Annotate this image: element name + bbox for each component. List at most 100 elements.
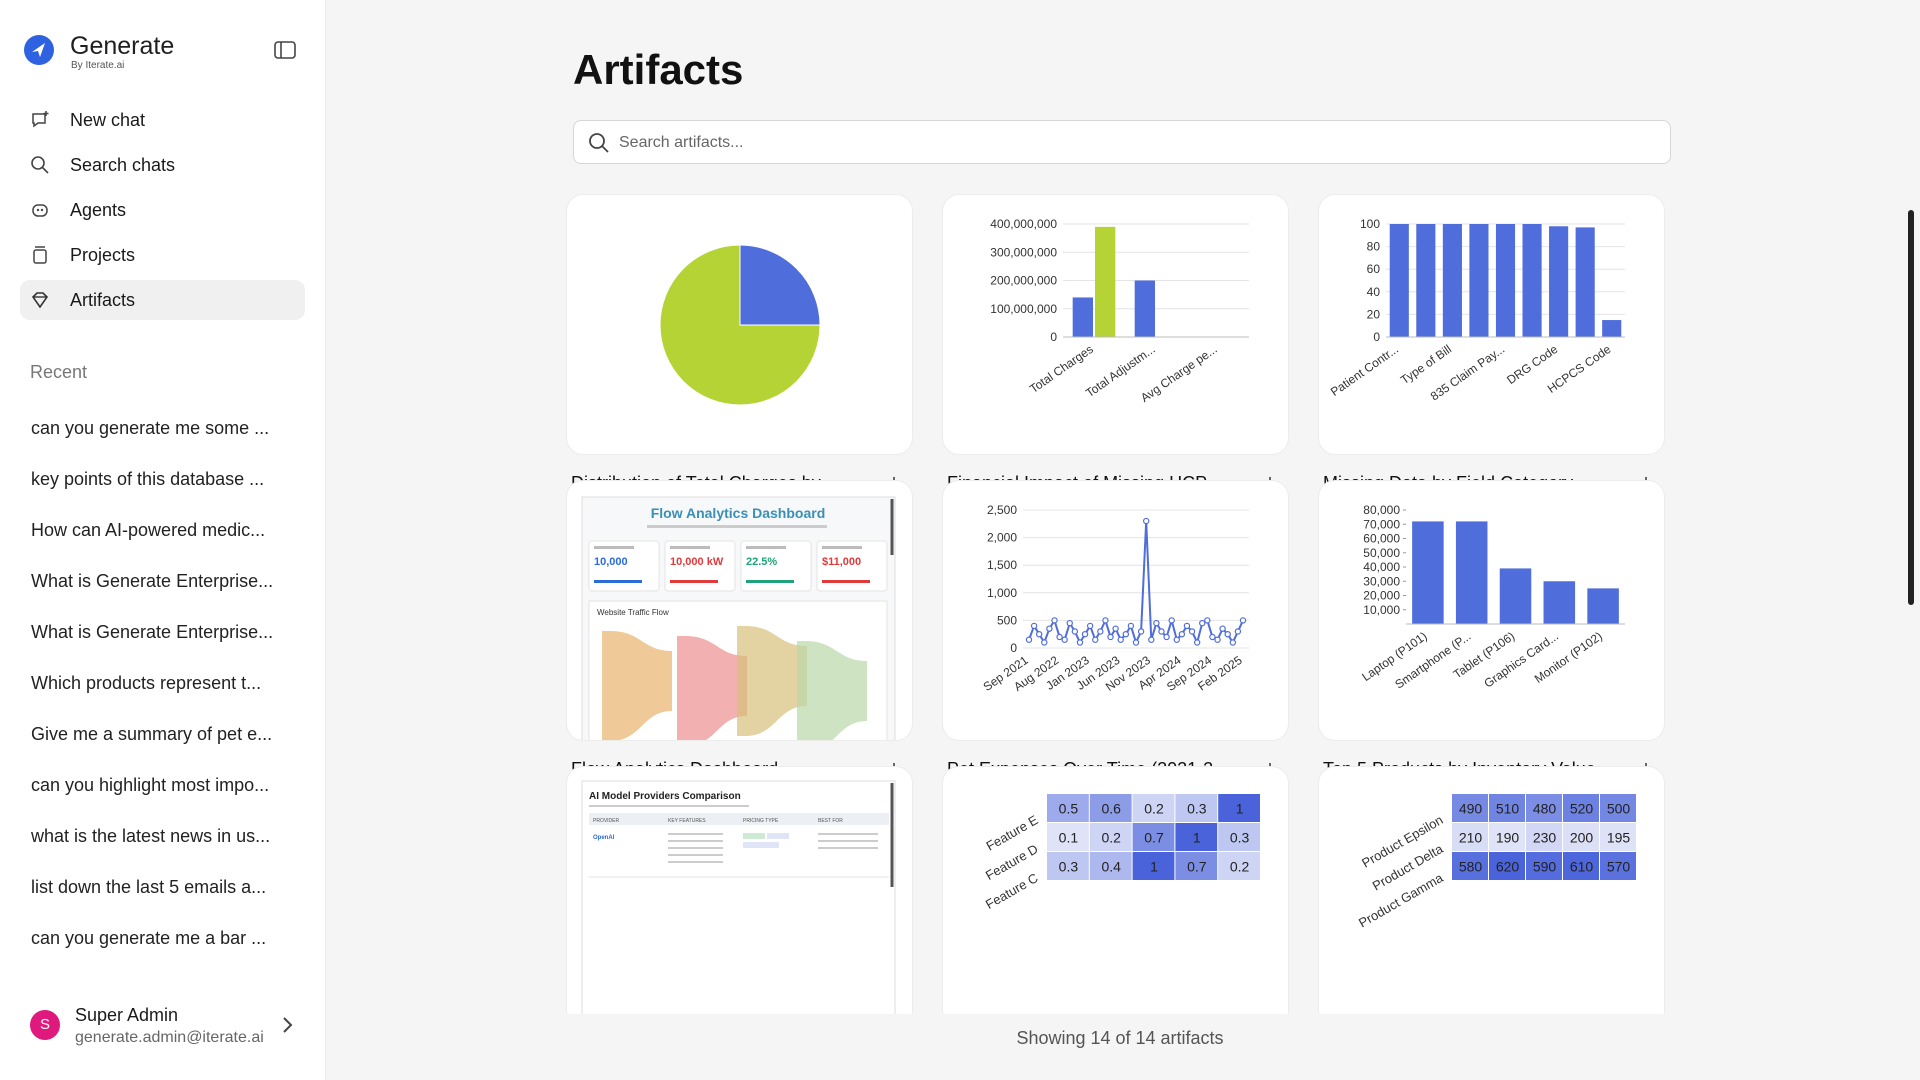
nav-item[interactable]: New chat (20, 100, 305, 140)
heat-cell (1600, 852, 1636, 880)
dash-title: Flow Analytics Dashboard (651, 505, 826, 521)
nav-item[interactable]: Artifacts (20, 280, 305, 320)
line-point (1173, 636, 1180, 643)
recent-item[interactable]: key points of this database ... (31, 469, 265, 489)
y-tick-label: 40,000 (1363, 560, 1400, 574)
user-name[interactable]: Super Admin (75, 1005, 179, 1025)
toggle-sidebar[interactable] (273, 40, 297, 60)
line-point (1030, 622, 1038, 630)
nav-label: Projects (70, 245, 136, 265)
heat-cell (1600, 794, 1636, 822)
page-title: Artifacts (573, 46, 744, 93)
heat-cell (1047, 852, 1089, 880)
y-tick-label: 80 (1367, 240, 1381, 254)
recent-item[interactable]: can you highlight most impo... (31, 775, 270, 795)
recent-item[interactable]: How can AI-powered medic... (31, 520, 266, 540)
artifact-card[interactable]: Flow Analytics Dashboard 10,000 10,000 kW 2… (567, 481, 912, 740)
scrollbar[interactable] (1908, 210, 1914, 605)
flow-band (737, 626, 807, 736)
nav-item[interactable]: Agents (20, 190, 305, 230)
heat-value: 0.4 (1101, 859, 1121, 875)
line-point (1092, 636, 1099, 643)
line-point (1183, 622, 1191, 630)
heat-cell (1047, 823, 1089, 851)
x-tick-label: Patient Contr... (1328, 342, 1401, 399)
line-point (1224, 630, 1231, 638)
flow-band (677, 636, 747, 740)
heat-cell (1218, 852, 1260, 880)
artifact-card[interactable]: 10,000 20,000 30,000 40,000 50,000 60,000 70,0… (1319, 481, 1664, 740)
recent-item[interactable]: Which products represent t... (31, 673, 262, 693)
heat-cell (1132, 823, 1175, 851)
nav-icon (32, 111, 49, 128)
artifact-card[interactable]: 0 20 40 60 80 100 Patient Contr... Type of Bill… (1319, 195, 1664, 454)
heat-cell (1175, 852, 1218, 880)
line-point (1066, 619, 1073, 627)
table-line (668, 847, 723, 849)
table-line (668, 861, 723, 863)
heat-value: 1 (1193, 830, 1201, 846)
heat-value: 580 (1459, 859, 1483, 875)
artifact-card[interactable]: 0.5 0.6 0.2 0.3 1 Feature E 0.1 0.2 0.7 1 0.3 Featu… (943, 767, 1288, 1014)
bar (1072, 297, 1093, 337)
heat-cell (1047, 794, 1089, 822)
recent-item[interactable]: can you generate me some ... (31, 418, 270, 438)
thumbnail: 0 100,000,000 200,000,000 300,000,000 400,00… (990, 217, 1249, 405)
heat-value: 200 (1570, 830, 1594, 846)
thumbnail: AI Model Providers Comparison PROVIDER KEY… (581, 780, 896, 1014)
recent-item[interactable]: list down the last 5 emails a... (31, 877, 267, 897)
heat-value: 195 (1607, 830, 1631, 846)
line-point (1188, 628, 1196, 635)
y-tick-label: 40 (1367, 285, 1381, 299)
nav-icon (31, 292, 49, 309)
heat-cell (1132, 794, 1175, 822)
recent-item[interactable]: what is the latest news in us... (31, 826, 271, 846)
artifact-card[interactable] (567, 195, 912, 454)
bar (1416, 224, 1436, 337)
nav-item[interactable]: Projects (20, 235, 305, 275)
brand: Generate (70, 32, 175, 60)
table-line (668, 840, 723, 842)
recent-item[interactable]: Give me a summary of pet e... (31, 724, 273, 744)
line-point (1163, 633, 1170, 641)
bar (1134, 280, 1155, 337)
nav-icon (33, 246, 47, 264)
table-chip (767, 833, 789, 839)
artifact-card[interactable]: 0 500 1,000 1,500 2,000 2,500 Sep 2021 Aug 2022… (943, 481, 1288, 740)
nav-icon (32, 204, 48, 217)
table-column: PRICING TYPE (743, 818, 779, 824)
user-email: generate.admin@iterate.ai (75, 1029, 264, 1046)
search-box[interactable]: Search artifacts... (573, 120, 1671, 164)
heat-cell (1452, 794, 1488, 822)
table-subline (589, 805, 749, 807)
y-tick-label: 80,000 (1363, 503, 1400, 517)
heat-value: 490 (1459, 801, 1483, 817)
artifact-card[interactable]: AI Model Providers Comparison PROVIDER KEY… (567, 767, 912, 1014)
y-tick-label: 30,000 (1363, 574, 1400, 588)
recent-item[interactable]: What is Generate Enterprise... (31, 571, 274, 591)
artifact-card[interactable]: 0 100,000,000 200,000,000 300,000,000 400,00… (943, 195, 1288, 454)
heat-cell (1489, 852, 1525, 880)
user-chevron[interactable] (281, 1015, 295, 1035)
thumbnail: Flow Analytics Dashboard 10,000 10,000 kW 2… (581, 496, 896, 740)
y-tick-label: 200,000,000 (990, 274, 1057, 288)
artifact-card[interactable]: 490 510 480 520 500 Product Epsilon 210 190 230 2… (1319, 767, 1664, 1014)
heat-cell (1132, 852, 1175, 880)
bar (1455, 521, 1488, 624)
x-tick-label: Smartphone (P... (1392, 629, 1473, 692)
line-point (1158, 628, 1165, 635)
y-tick-label: 70,000 (1363, 517, 1400, 531)
flow-title: Website Traffic Flow (597, 608, 669, 617)
recent-item[interactable]: can you generate me a bar ... (31, 928, 267, 948)
recent-item[interactable]: What is Generate Enterprise... (31, 622, 274, 642)
line-point (1102, 617, 1109, 624)
nav-label: Artifacts (70, 290, 136, 310)
line-point (1122, 630, 1130, 638)
heat-value: 1 (1150, 859, 1158, 875)
heat-value: 190 (1496, 830, 1520, 846)
nav-item[interactable]: Search chats (20, 145, 305, 185)
line-point (1153, 619, 1160, 627)
